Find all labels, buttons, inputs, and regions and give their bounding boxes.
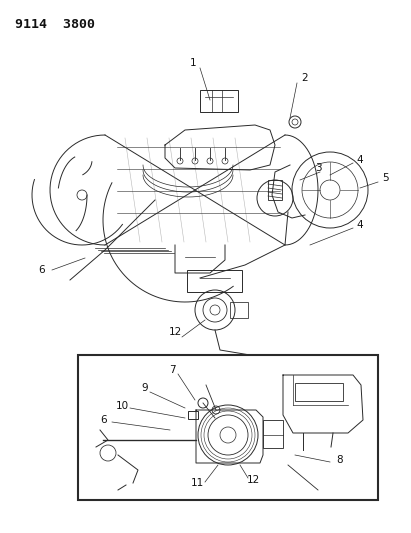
Text: 11: 11 [190,478,203,488]
Text: 8: 8 [337,455,343,465]
Text: 6: 6 [101,415,107,425]
Text: 12: 12 [246,475,260,485]
Text: 7: 7 [169,365,175,375]
Bar [263,420,283,448]
Bar [188,411,198,419]
Text: 4: 4 [357,220,363,230]
Bar [200,90,238,112]
Text: 2: 2 [302,73,308,83]
Bar [230,302,248,318]
Bar [187,270,242,292]
Text: 3: 3 [315,163,321,173]
Text: 1: 1 [190,58,196,68]
Text: 6: 6 [39,265,45,275]
Text: 9114  3800: 9114 3800 [15,18,95,31]
Bar [268,180,282,200]
Text: 4: 4 [357,155,363,165]
Text: 9: 9 [142,383,148,393]
Text: 10: 10 [115,401,129,411]
Bar [295,383,343,401]
Bar [78,355,378,500]
Text: 12: 12 [169,327,182,337]
Text: 5: 5 [382,173,388,183]
